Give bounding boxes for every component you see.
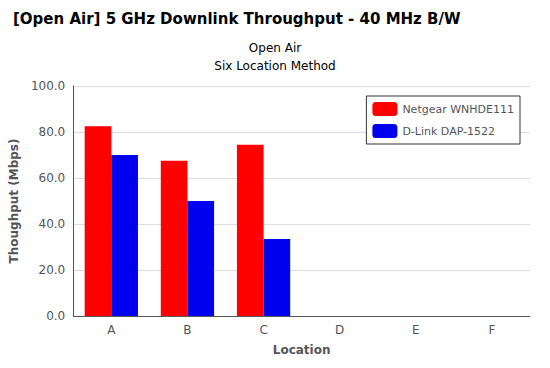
svg-text:100.0: 100.0 <box>31 79 65 93</box>
svg-text:Six Location Method: Six Location Method <box>214 59 335 73</box>
svg-text:20.0: 20.0 <box>39 263 66 277</box>
svg-text:D-Link DAP-1522: D-Link DAP-1522 <box>402 125 495 138</box>
svg-text:B: B <box>183 323 191 337</box>
svg-text:D: D <box>335 323 344 337</box>
svg-text:Thoughput (Mbps): Thoughput (Mbps) <box>7 139 21 264</box>
svg-text:A: A <box>107 323 116 337</box>
svg-text:40.0: 40.0 <box>39 217 66 231</box>
svg-text:C: C <box>259 323 267 337</box>
svg-text:F: F <box>488 323 495 337</box>
svg-text:Netgear WNHDE111: Netgear WNHDE111 <box>402 103 514 116</box>
svg-text:80.0: 80.0 <box>39 125 66 139</box>
svg-text:Open Air: Open Air <box>249 41 301 55</box>
svg-text:[Open Air] 5 GHz Downlink Thro: [Open Air] 5 GHz Downlink Throughput - 4… <box>13 10 461 28</box>
svg-text:E: E <box>412 323 420 337</box>
svg-text:0.0: 0.0 <box>46 309 65 323</box>
svg-text:60.0: 60.0 <box>39 171 66 185</box>
svg-text:Location: Location <box>273 343 331 357</box>
